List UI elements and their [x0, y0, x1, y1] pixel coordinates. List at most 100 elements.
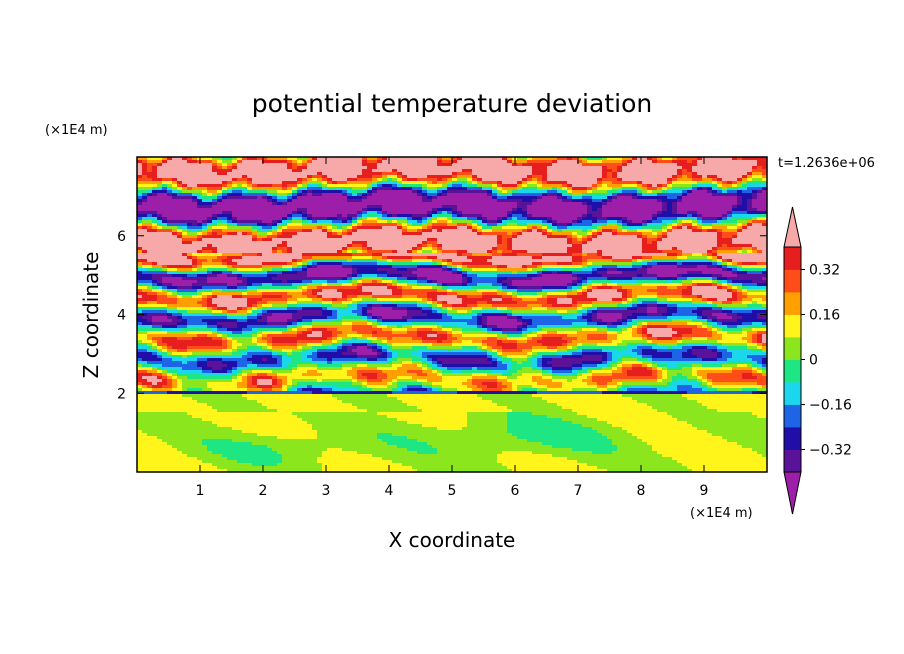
field-cell — [407, 196, 413, 200]
field-cell — [317, 196, 323, 200]
field-cell — [382, 172, 388, 176]
field-cell — [432, 193, 438, 197]
field-cell — [382, 199, 388, 203]
field-cell — [612, 193, 618, 197]
field-cell — [627, 160, 633, 164]
field-cell — [517, 193, 523, 197]
field-cell — [372, 163, 378, 167]
field-cell — [377, 208, 383, 212]
field-cell — [497, 175, 503, 179]
field-cell — [137, 196, 143, 200]
field-cell — [287, 160, 293, 164]
field-cell — [607, 184, 613, 188]
field-cell — [587, 172, 593, 176]
field-cell — [497, 196, 503, 200]
field-cell — [552, 211, 558, 215]
field-cell — [392, 184, 398, 188]
field-cell — [232, 211, 238, 215]
field-cell — [577, 184, 583, 188]
field-cell — [757, 175, 763, 179]
field-cell — [492, 169, 498, 173]
field-cell — [557, 178, 563, 182]
field-cell — [197, 211, 203, 215]
field-cell — [627, 196, 633, 200]
field-cell — [622, 205, 628, 209]
field-cell — [282, 205, 288, 209]
field-cell — [377, 181, 383, 185]
field-cell — [387, 169, 393, 173]
field-cell — [732, 160, 738, 164]
field-cell — [722, 208, 728, 212]
field-cell — [317, 166, 323, 170]
field-cell — [687, 157, 693, 161]
field-cell — [422, 190, 428, 194]
field-cell — [652, 169, 658, 173]
field-cell — [332, 181, 338, 185]
field-cell — [552, 157, 558, 161]
field-cell — [147, 169, 153, 173]
field-cell — [717, 175, 723, 179]
field-cell — [182, 199, 188, 203]
field-cell — [547, 208, 553, 212]
field-cell — [652, 190, 658, 194]
field-cell — [347, 169, 353, 173]
field-cell — [367, 193, 373, 197]
field-cell — [282, 178, 288, 182]
field-cell — [387, 172, 393, 176]
field-cell — [452, 202, 458, 206]
field-cell — [337, 211, 343, 215]
field-cell — [582, 181, 588, 185]
field-cell — [682, 202, 688, 206]
field-cell — [627, 181, 633, 185]
field-cell — [217, 157, 223, 161]
field-cell — [142, 187, 148, 191]
field-cell — [202, 202, 208, 206]
field-cell — [662, 196, 668, 200]
field-cell — [547, 172, 553, 176]
field-cell — [207, 172, 213, 176]
field-cell — [632, 211, 638, 215]
field-cell — [517, 160, 523, 164]
field-cell — [202, 175, 208, 179]
field-cell — [757, 163, 763, 167]
field-cell — [717, 169, 723, 173]
field-cell — [462, 166, 468, 170]
field-cell — [557, 196, 563, 200]
field-cell — [742, 205, 748, 209]
field-cell — [322, 199, 328, 203]
field-cell — [342, 157, 348, 161]
field-cell — [502, 208, 508, 212]
field-cell — [192, 166, 198, 170]
field-cell — [157, 178, 163, 182]
field-cell — [342, 175, 348, 179]
field-cell — [672, 175, 678, 179]
field-cell — [352, 178, 358, 182]
field-cell — [392, 208, 398, 212]
field-cell — [567, 172, 573, 176]
field-cell — [357, 175, 363, 179]
field-cell — [547, 187, 553, 191]
field-cell — [187, 196, 193, 200]
field-cell — [137, 208, 143, 212]
field-cell — [757, 208, 763, 212]
field-cell — [357, 211, 363, 215]
field-cell — [302, 157, 308, 161]
field-cell — [557, 166, 563, 170]
field-cell — [267, 175, 273, 179]
field-cell — [177, 178, 183, 182]
field-cell — [507, 175, 513, 179]
field-cell — [227, 202, 233, 206]
field-cell — [257, 166, 263, 170]
field-cell — [402, 199, 408, 203]
field-cell — [532, 187, 538, 191]
field-cell — [742, 160, 748, 164]
field-cell — [562, 178, 568, 182]
field-cell — [177, 196, 183, 200]
field-cell — [217, 190, 223, 194]
field-cell — [652, 181, 658, 185]
field-cell — [472, 193, 478, 197]
field-cell — [142, 211, 148, 215]
field-cell — [332, 166, 338, 170]
field-cell — [637, 184, 643, 188]
field-cell — [747, 166, 753, 170]
